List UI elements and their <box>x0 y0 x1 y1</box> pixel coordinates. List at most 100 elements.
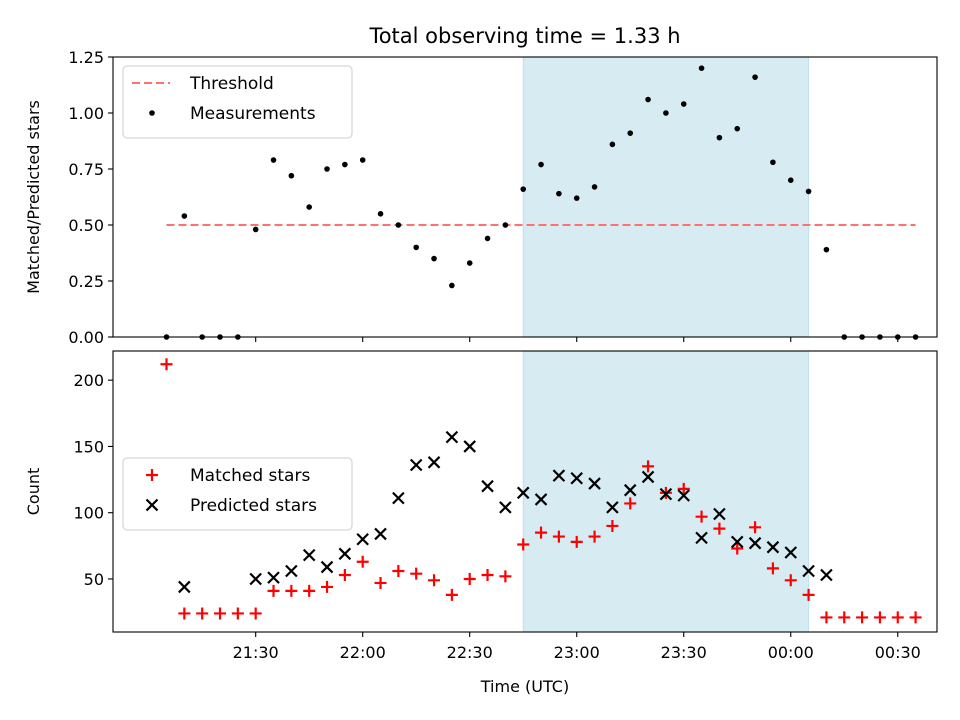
data-point <box>270 157 277 163</box>
data-point <box>463 572 476 585</box>
data-point <box>178 607 191 620</box>
data-point <box>520 186 527 192</box>
y-tick-label: 0.50 <box>68 216 104 235</box>
data-point <box>431 255 437 262</box>
legend-entry: Measurements <box>149 104 316 124</box>
data-point <box>374 576 387 589</box>
data-point <box>395 222 402 228</box>
data-point <box>356 555 369 568</box>
data-point <box>716 134 723 141</box>
data-point <box>181 213 188 219</box>
data-point <box>338 569 351 582</box>
data-point <box>449 282 455 289</box>
data-point <box>427 456 441 469</box>
data-point <box>481 569 494 582</box>
data-point <box>252 226 259 233</box>
data-point <box>249 607 262 620</box>
data-point <box>342 161 348 168</box>
data-point <box>374 527 387 541</box>
legend-entry: Predicted stars <box>145 496 317 516</box>
data-point <box>570 471 584 485</box>
data-point <box>591 184 598 190</box>
legend-label: Matched stars <box>190 466 310 486</box>
data-point <box>784 546 798 559</box>
data-point <box>663 110 669 116</box>
data-point <box>499 570 512 583</box>
shaded-region <box>522 56 810 338</box>
data-point <box>734 125 741 132</box>
y-tick-label: 150 <box>73 437 104 456</box>
data-point <box>356 532 369 546</box>
data-point <box>288 172 295 179</box>
data-point <box>413 244 420 251</box>
data-point <box>321 580 334 593</box>
data-point <box>588 477 601 490</box>
data-point <box>552 469 566 482</box>
legend-box <box>122 65 353 139</box>
legend-entry: Threshold <box>132 74 274 94</box>
data-point <box>627 130 634 136</box>
data-point <box>770 159 776 166</box>
data-point <box>160 358 173 371</box>
data-point <box>377 211 384 217</box>
data-point <box>445 588 458 601</box>
data-point <box>285 564 298 578</box>
data-point <box>680 101 687 107</box>
x-tick-label: 22:30 <box>447 643 493 662</box>
data-point <box>392 565 405 578</box>
data-point <box>499 501 512 514</box>
data-point <box>552 530 565 543</box>
x-tick-label: 23:30 <box>661 643 707 662</box>
data-point <box>535 526 548 539</box>
data-point <box>642 460 655 473</box>
data-point <box>409 458 423 472</box>
data-point <box>784 574 797 587</box>
data-point <box>445 430 459 444</box>
data-point <box>623 483 637 497</box>
data-point <box>306 204 312 210</box>
data-point <box>713 522 726 535</box>
x-tick-label: 22:00 <box>340 643 386 662</box>
data-point <box>749 521 762 534</box>
y-axis-label: Count <box>24 468 43 516</box>
data-point <box>787 177 794 183</box>
data-point <box>178 580 191 594</box>
data-point <box>463 440 476 453</box>
x-tick-label: 00:00 <box>768 643 814 662</box>
data-point <box>606 501 619 514</box>
data-point <box>324 166 330 172</box>
y-axis-label: Matched/Predicted stars <box>24 100 43 294</box>
data-point <box>873 611 886 624</box>
data-point <box>214 607 227 620</box>
legend: Matched stars Predicted stars <box>122 457 353 531</box>
data-point <box>302 548 316 562</box>
data-point <box>820 611 833 624</box>
data-point <box>484 235 491 242</box>
top-panel: 0.00 0.25 0.50 0.75 1.00 1.25 Matched/Predicte… <box>24 48 938 347</box>
series-measurements <box>163 65 919 340</box>
plot-frame <box>112 56 938 338</box>
data-point <box>588 530 601 543</box>
data-point <box>748 536 762 550</box>
data-point <box>677 489 691 502</box>
data-point <box>909 611 922 624</box>
legend-marker <box>145 498 159 512</box>
x-tick-label: 00:30 <box>875 643 921 662</box>
legend-label: Threshold <box>189 74 274 94</box>
data-point <box>570 535 583 548</box>
data-point <box>752 74 758 80</box>
data-point <box>713 507 726 521</box>
data-point <box>802 564 815 578</box>
data-point <box>428 574 441 587</box>
x-axis-label: Time (UTC) <box>480 677 569 696</box>
data-point <box>502 222 509 228</box>
data-point <box>609 141 616 148</box>
y-tick-label: 50 <box>84 570 104 589</box>
data-point <box>231 607 244 620</box>
data-point <box>606 519 619 532</box>
plot-frame <box>112 350 938 633</box>
chart-title: Total observing time = 1.33 h <box>368 24 680 48</box>
series-predicted-stars <box>178 430 833 594</box>
data-point <box>891 611 904 624</box>
data-point <box>285 584 298 597</box>
